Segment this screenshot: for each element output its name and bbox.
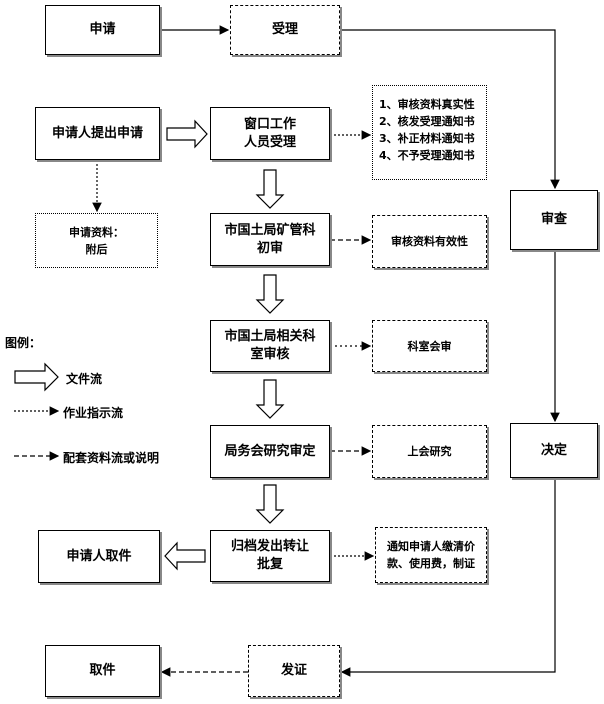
legend-work-flow: 作业指示流: [63, 406, 124, 420]
note-label: 审核资料有效性: [391, 235, 468, 248]
label-line: 附后: [85, 242, 108, 256]
decide-box: 决定: [510, 423, 598, 478]
note-item: 2、核发受理通知书: [379, 115, 475, 128]
hollow-arrow-down: [255, 274, 285, 314]
apply-label: 申请: [89, 22, 116, 37]
window-notes-box: 1、审核资料真实性 2、核发受理通知书 3、补正材料通知书 4、不予受理通知书: [372, 85, 487, 180]
arrow-decide-issue: [340, 478, 556, 677]
label-line: 初审: [256, 240, 283, 256]
apply-box: 申请: [45, 5, 160, 55]
note-label: 上会研究: [407, 445, 452, 458]
review-label: 审查: [540, 212, 567, 227]
meeting-box: 局务会研究审定: [210, 425, 330, 478]
note-item: 4、不予受理通知书: [379, 149, 475, 162]
label-line: 批复: [256, 557, 283, 572]
first-review-notes: 审核资料有效性: [372, 215, 487, 268]
label-line: 窗口工作: [243, 116, 296, 132]
first-review-box: 市国土局矿管科 初审: [210, 213, 330, 266]
dept-review-notes: 科室会审: [372, 320, 487, 372]
label-line: 申请资料：: [69, 225, 124, 239]
dept-review-box: 市国土局相关科 室审核: [210, 320, 330, 372]
issue-box: 发证: [248, 645, 340, 697]
hollow-arrow-left: [164, 541, 206, 571]
hollow-arrow-down: [255, 379, 285, 419]
accept-label: 受理: [271, 22, 298, 37]
review-box: 审查: [510, 190, 598, 250]
issue-label: 发证: [280, 663, 307, 678]
legend-material-flow: 配套资料流或说明: [63, 451, 160, 465]
materials-box: 申请资料： 附后: [35, 213, 158, 268]
applicant-pickup-label: 申请人取件: [66, 548, 132, 564]
note-item: 1、审核资料真实性: [379, 98, 475, 111]
label-line: 市国土局矿管科: [224, 222, 316, 238]
window-accept-box: 窗口工作 人员受理: [210, 107, 330, 160]
label-line: 人员受理: [243, 134, 296, 150]
accept-box: 受理: [230, 5, 340, 55]
label-line: 通知申请人缴清价: [387, 540, 475, 553]
applicant-submit-box: 申请人提出申请: [35, 107, 160, 160]
label-line: 市国土局相关科: [224, 329, 316, 344]
hollow-arrow-down: [255, 484, 285, 524]
archive-box: 归档发出转让 批复: [210, 530, 330, 582]
applicant-submit-label: 申请人提出申请: [51, 125, 143, 141]
hollow-arrow-right: [166, 119, 208, 149]
pickup-label: 取件: [89, 663, 116, 678]
label-line: 室审核: [250, 347, 290, 362]
archive-notes: 通知申请人缴清价 款、使用费，制证: [375, 527, 487, 583]
meeting-label: 局务会研究审定: [224, 443, 316, 459]
label-line: 款、使用费，制证: [387, 557, 475, 570]
legend-hollow-arrow: [14, 362, 59, 392]
label-line: 归档发出转让: [230, 539, 309, 554]
pickup-box: 取件: [45, 645, 160, 697]
arrow-accept-review: [340, 29, 560, 190]
meeting-notes: 上会研究: [372, 425, 487, 478]
legend-file-flow: 文件流: [66, 372, 103, 386]
legend-title: 图例：: [5, 336, 42, 350]
note-item: 3、补正材料通知书: [379, 132, 475, 145]
decide-label: 决定: [540, 442, 567, 458]
hollow-arrow-down: [255, 169, 285, 209]
applicant-pickup-box: 申请人取件: [38, 530, 160, 583]
note-label: 科室会审: [407, 339, 452, 353]
